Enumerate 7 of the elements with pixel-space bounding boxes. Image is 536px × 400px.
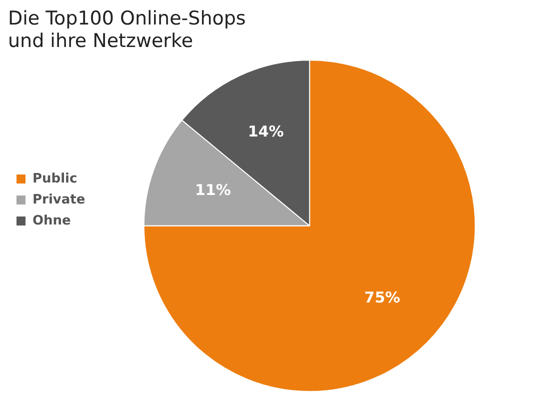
legend-label: Ohne bbox=[32, 213, 72, 228]
legend-label: Public bbox=[32, 171, 78, 186]
data-label: 14% bbox=[248, 122, 284, 141]
data-label: 11% bbox=[194, 180, 231, 199]
chart-title: Die Top100 Online-Shops und ihre Netzwerke bbox=[8, 7, 246, 52]
legend-label: Private bbox=[32, 192, 86, 208]
data-label: 75% bbox=[364, 288, 400, 306]
